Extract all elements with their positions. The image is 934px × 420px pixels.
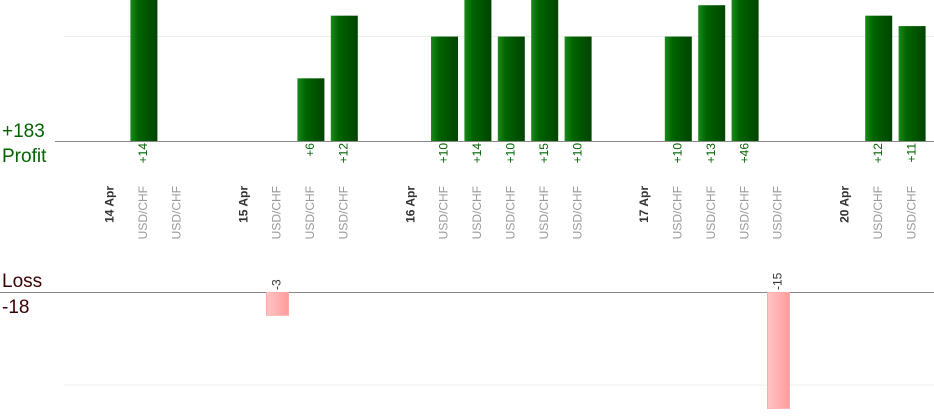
pair-label: USD/CHF <box>570 186 584 239</box>
value-label: +15 <box>537 143 551 164</box>
profit-bar <box>531 0 559 141</box>
profit-bar <box>297 78 325 141</box>
value-label: -3 <box>270 279 284 290</box>
profit-total: +183 <box>2 121 45 142</box>
profit-bar <box>464 0 492 141</box>
profit-bar <box>431 36 458 141</box>
pair-label: USD/CHF <box>336 186 350 239</box>
profit-bar <box>330 15 358 141</box>
value-label: +13 <box>704 143 718 164</box>
pair-label: USD/CHF <box>270 186 284 239</box>
pair-label: USD/CHF <box>470 186 484 239</box>
value-label: +10 <box>570 143 584 164</box>
pair-label: USD/CHF <box>771 186 785 239</box>
profit-bars <box>130 0 926 141</box>
profit-bar <box>698 5 726 141</box>
profit-bar <box>898 26 926 141</box>
pair-label: USD/CHF <box>169 186 183 239</box>
profit-bar <box>130 0 158 141</box>
profit-title: Profit <box>2 146 47 167</box>
pair-label: USD/CHF <box>871 186 885 239</box>
profit-bar <box>731 0 759 141</box>
value-label: +14 <box>136 143 150 164</box>
value-label: +12 <box>336 143 350 164</box>
profit-bar <box>664 36 692 141</box>
value-label: +46 <box>737 143 751 164</box>
date-label: 16 Apr <box>403 186 417 223</box>
date-label: 14 Apr <box>103 186 117 223</box>
value-label: +10 <box>670 143 684 164</box>
loss-bar <box>266 292 289 316</box>
pair-label: USD/CHF <box>303 186 317 239</box>
profit-bar <box>564 36 592 141</box>
value-label: +12 <box>871 143 885 164</box>
loss-title: Loss <box>2 271 42 292</box>
loss-total: -18 <box>2 297 29 318</box>
pair-label: USD/CHF <box>904 186 918 239</box>
pair-label: USD/CHF <box>136 186 150 239</box>
value-label: +10 <box>437 143 451 164</box>
value-label: +11 <box>904 143 918 163</box>
pair-label: USD/CHF <box>437 186 451 239</box>
date-label: 20 Apr <box>837 186 851 223</box>
value-label: +14 <box>470 143 484 164</box>
date-label: 17 Apr <box>637 186 651 223</box>
pair-label: USD/CHF <box>670 186 684 239</box>
pair-label: USD/CHF <box>737 186 751 239</box>
pair-label: USD/CHF <box>704 186 718 239</box>
profit-bar <box>865 15 893 141</box>
pair-label: USD/CHF <box>537 186 551 239</box>
value-label: -15 <box>771 272 785 290</box>
date-label: 15 Apr <box>236 186 250 223</box>
pair-label: USD/CHF <box>503 186 517 239</box>
loss-bars <box>266 292 790 409</box>
profit-bar <box>497 36 525 141</box>
loss-bar <box>767 292 790 409</box>
value-label: +10 <box>503 143 517 164</box>
value-label: +6 <box>303 143 317 157</box>
